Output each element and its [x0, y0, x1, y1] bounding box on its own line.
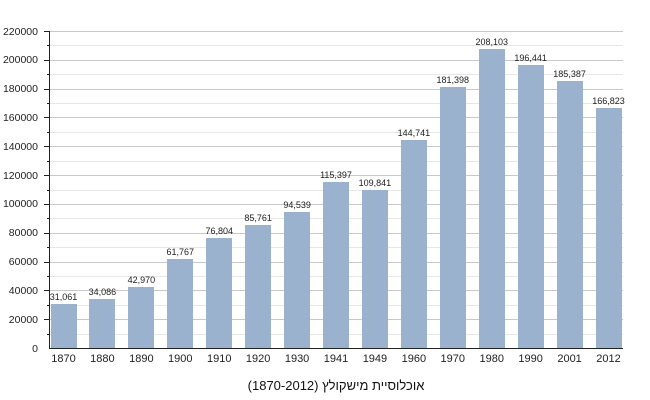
major-gridline: [49, 175, 623, 177]
y-minor-tick: [46, 74, 50, 76]
y-major-tick: [43, 117, 50, 119]
x-tick-label: 1970: [440, 352, 466, 365]
bar-value-label: 115,397: [320, 170, 352, 181]
x-tick-label: 1990: [518, 352, 543, 365]
x-tick-label: 1930: [284, 352, 310, 365]
y-major-tick: [43, 31, 50, 32]
bar-value-label: 31,061: [49, 291, 78, 302]
y-axis-line: [49, 31, 50, 349]
y-major-tick: [43, 290, 50, 292]
y-tick-label: 220000: [2, 25, 38, 38]
x-tick-label: 2001: [557, 352, 582, 365]
y-major-tick: [43, 175, 50, 177]
bar-value-label: 85,761: [244, 212, 272, 223]
bar: [89, 299, 116, 349]
y-tick-label: 100000: [2, 198, 38, 211]
bar-value-label: 34,086: [88, 287, 117, 298]
y-major-tick: [43, 203, 50, 205]
bar-value-label: 76,804: [205, 225, 233, 236]
y-minor-tick: [46, 189, 50, 191]
major-gridline: [49, 117, 623, 119]
y-minor-tick: [46, 333, 50, 335]
bar: [595, 108, 622, 349]
major-gridline: [49, 59, 623, 61]
x-tick-label: 1920: [245, 352, 271, 365]
x-tick-label: 1880: [90, 352, 115, 365]
y-major-tick: [43, 59, 50, 61]
x-tick-label: 1900: [168, 352, 193, 365]
y-major-tick: [43, 146, 50, 148]
bar: [128, 286, 155, 349]
minor-gridline: [49, 131, 623, 133]
bar-value-label: 196,441: [514, 53, 547, 64]
x-tick-label: 1980: [479, 352, 504, 365]
bar-value-label: 208,103: [475, 36, 508, 47]
y-tick-label: 120000: [2, 169, 38, 182]
y-minor-tick: [46, 131, 50, 133]
y-minor-tick: [46, 275, 50, 277]
y-tick-label: 40000: [8, 284, 38, 297]
y-tick-label: 140000: [2, 140, 38, 153]
x-tick-label: 1890: [129, 352, 154, 365]
bar-value-label: 61,767: [166, 247, 195, 258]
y-major-tick: [43, 232, 50, 234]
bar-value-label: 109,841: [358, 178, 392, 189]
bar-value-label: 94,539: [283, 200, 311, 211]
major-gridline: [49, 31, 623, 32]
minor-gridline: [49, 160, 623, 162]
y-major-tick: [43, 319, 50, 321]
y-tick-label: 60000: [8, 256, 38, 269]
x-tick-label: 1941: [323, 352, 349, 365]
bar: [478, 48, 505, 349]
bar: [400, 139, 427, 349]
bar-value-label: 185,387: [553, 69, 586, 80]
bar: [284, 212, 311, 349]
bar-value-label: 181,398: [436, 75, 470, 86]
major-gridline: [49, 88, 623, 90]
y-tick-label: 80000: [8, 227, 38, 240]
bar: [517, 65, 544, 349]
bar: [361, 190, 388, 349]
minor-gridline: [49, 45, 623, 47]
bar: [439, 87, 466, 349]
bar: [50, 303, 77, 349]
chart-title: אוכלוסיית מישקולץ (1870-2012): [247, 378, 425, 393]
y-tick-label: 20000: [8, 313, 38, 326]
bar-value-label: 166,823: [592, 96, 625, 107]
bar: [556, 81, 583, 349]
y-tick-label: 160000: [2, 111, 38, 124]
x-tick-label: 1910: [206, 352, 232, 365]
y-minor-tick: [46, 45, 50, 47]
bar: [323, 182, 349, 349]
x-tick-label: 1870: [51, 352, 76, 365]
y-tick-label: 200000: [2, 54, 38, 67]
x-axis-line: [49, 348, 623, 349]
y-minor-tick: [46, 160, 50, 162]
minor-gridline: [49, 74, 623, 76]
bar-value-label: 144,741: [397, 127, 431, 138]
major-gridline: [49, 146, 623, 148]
y-tick-label: 180000: [2, 83, 38, 96]
bar: [206, 237, 233, 349]
x-tick-label: 1949: [362, 352, 388, 365]
y-minor-tick: [46, 103, 50, 105]
y-major-tick: [43, 261, 50, 263]
bar: [245, 224, 272, 349]
y-minor-tick: [46, 304, 50, 306]
x-tick-label: 2012: [596, 352, 621, 365]
x-tick-label: 1960: [401, 352, 427, 365]
bar: [167, 259, 194, 349]
bar-value-label: 42,970: [127, 274, 156, 285]
minor-gridline: [49, 103, 623, 105]
y-major-tick: [43, 88, 50, 90]
y-minor-tick: [46, 218, 50, 220]
y-minor-tick: [46, 247, 50, 249]
y-tick-label: 0: [32, 342, 38, 355]
